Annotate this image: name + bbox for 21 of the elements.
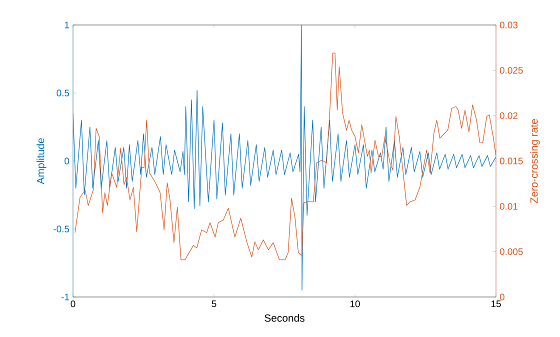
y-axis-title: Amplitude [36, 138, 46, 184]
y2-tick-label: 0.02 [500, 112, 518, 120]
x-tick-label: 15 [491, 300, 501, 308]
y-tick-label: 0.5 [56, 90, 70, 96]
line-series [74, 52, 496, 260]
y-tick-label: -0.5 [54, 226, 70, 232]
y2-tick-label: 0.005 [500, 248, 523, 256]
y-tick-label: -1 [61, 294, 70, 300]
y2-tick-label: 0.03 [500, 22, 518, 28]
line-series [73, 24, 496, 290]
x-axis-title: Seconds [264, 314, 304, 322]
y2-tick-label: 0.01 [500, 202, 518, 210]
y2-tick-label: 0.015 [500, 158, 523, 164]
y2-tick-label: 0.025 [500, 66, 523, 74]
y-tick-label: 1 [64, 22, 70, 28]
y2-axis-title: Zero-crossing rate [530, 119, 540, 204]
x-tick-label: 0 [70, 300, 76, 308]
x-tick-label: 5 [212, 300, 216, 308]
y-tick-label: 0 [64, 158, 70, 164]
y2-tick-label: 0 [500, 294, 504, 300]
x-tick-label: 10 [350, 300, 360, 308]
